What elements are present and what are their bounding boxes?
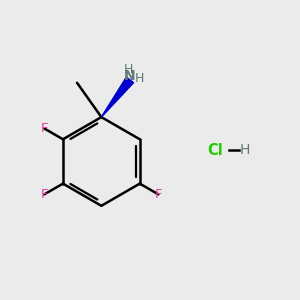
Text: N: N [124, 69, 136, 82]
Text: H: H [135, 72, 144, 85]
Polygon shape [101, 77, 134, 117]
Text: Cl: Cl [207, 142, 223, 158]
Text: F: F [40, 122, 48, 135]
Text: H: H [240, 143, 250, 157]
Text: H: H [123, 62, 133, 76]
Text: F: F [40, 188, 48, 201]
Text: F: F [154, 188, 162, 201]
